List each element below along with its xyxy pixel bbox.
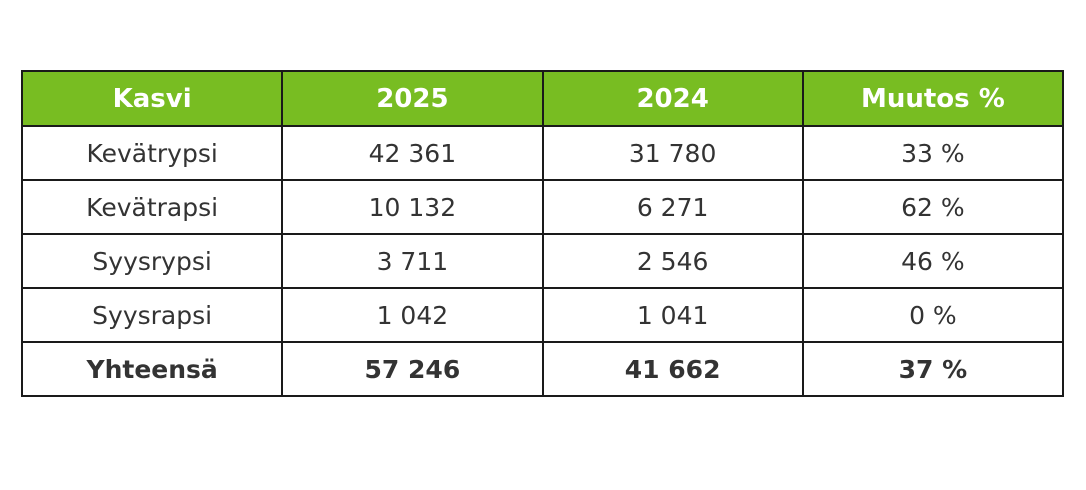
value-2025-cell: 42 361 [281, 125, 544, 181]
value-2024-cell: 1 041 [541, 287, 804, 343]
value-2024-cell: 6 271 [541, 179, 804, 235]
header-cell-2025: 2025 [281, 70, 544, 127]
change-percent-cell: 62 % [801, 179, 1065, 235]
row-label-cell: Syysrapsi [20, 287, 284, 343]
total-2024-cell: 41 662 [541, 341, 804, 397]
header-cell-muutos: Muutos % [801, 70, 1065, 127]
change-percent-cell: 0 % [801, 287, 1065, 343]
value-2025-cell: 1 042 [281, 287, 544, 343]
total-2025-cell: 57 246 [281, 341, 544, 397]
value-2025-cell: 10 132 [281, 179, 544, 235]
value-2024-cell: 31 780 [541, 125, 804, 181]
header-cell-kasvi: Kasvi [20, 70, 284, 127]
row-label-cell: Kevätrapsi [20, 179, 284, 235]
table-row: Kevätrypsi 42 361 31 780 33 % [20, 125, 1065, 181]
value-2025-cell: 3 711 [281, 233, 544, 289]
table-body: Kevätrypsi 42 361 31 780 33 % Kevätrapsi… [20, 125, 1065, 397]
value-2024-cell: 2 546 [541, 233, 804, 289]
row-label-cell: Kevätrypsi [20, 125, 284, 181]
change-percent-cell: 33 % [801, 125, 1065, 181]
table-row: Syysrapsi 1 042 1 041 0 % [20, 287, 1065, 343]
table-row: Kevätrapsi 10 132 6 271 62 % [20, 179, 1065, 235]
total-row: Yhteensä 57 246 41 662 37 % [20, 341, 1065, 397]
header-row: Kasvi 2025 2024 Muutos % [20, 70, 1065, 127]
total-label-cell: Yhteensä [20, 341, 284, 397]
total-change-cell: 37 % [801, 341, 1065, 397]
row-label-cell: Syysrypsi [20, 233, 284, 289]
crop-data-table: Kasvi 2025 2024 Muutos % Kevätrypsi 42 3… [20, 70, 1065, 397]
change-percent-cell: 46 % [801, 233, 1065, 289]
header-cell-2024: 2024 [541, 70, 804, 127]
table-header: Kasvi 2025 2024 Muutos % [20, 70, 1065, 127]
table-row: Syysrypsi 3 711 2 546 46 % [20, 233, 1065, 289]
